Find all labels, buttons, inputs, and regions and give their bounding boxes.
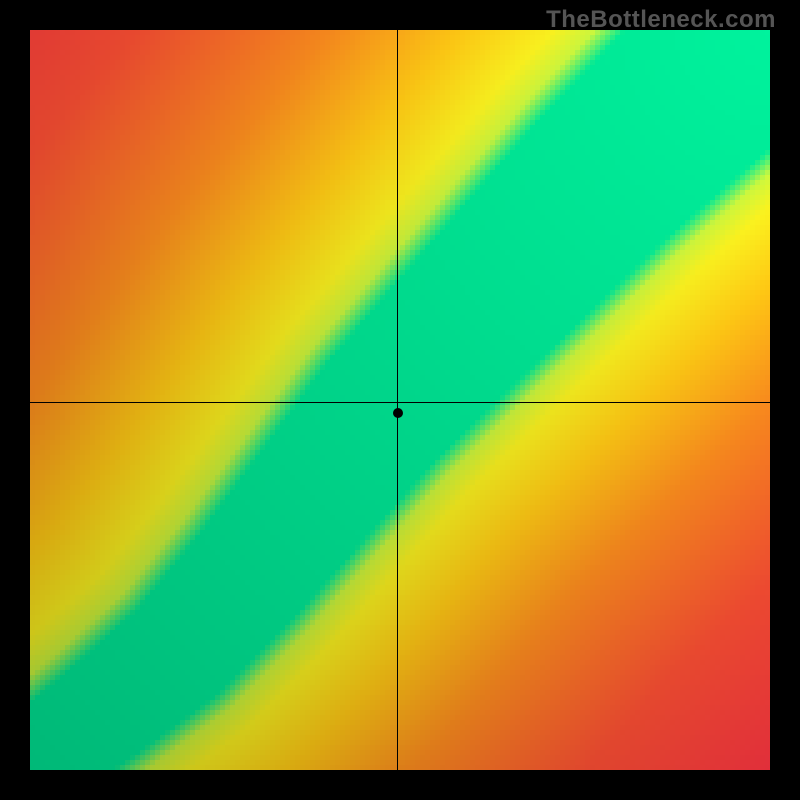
heatmap-plot <box>30 30 770 770</box>
heatmap-canvas <box>30 30 770 770</box>
data-point-marker <box>393 408 403 418</box>
bottleneck-chart-container: TheBottleneck.com <box>0 0 800 800</box>
